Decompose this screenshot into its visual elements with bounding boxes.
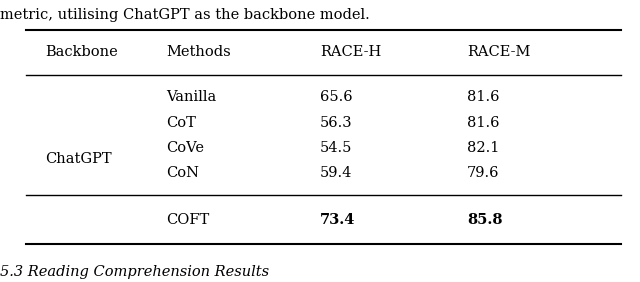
Text: CoN: CoN [166,166,200,180]
Text: 56.3: 56.3 [320,116,353,130]
Text: 65.6: 65.6 [320,90,353,104]
Text: 79.6: 79.6 [467,166,500,180]
Text: 82.1: 82.1 [467,141,500,155]
Text: 85.8: 85.8 [467,213,502,227]
Text: metric, utilising ChatGPT as the backbone model.: metric, utilising ChatGPT as the backbon… [0,8,370,23]
Text: 5.3 Reading Comprehension Results: 5.3 Reading Comprehension Results [0,265,269,279]
Text: 54.5: 54.5 [320,141,353,155]
Text: 73.4: 73.4 [320,213,355,227]
Text: 81.6: 81.6 [467,116,500,130]
Text: 81.6: 81.6 [467,90,500,104]
Text: Backbone: Backbone [45,45,118,59]
Text: 59.4: 59.4 [320,166,353,180]
Text: CoVe: CoVe [166,141,204,155]
Text: CoT: CoT [166,116,196,130]
Text: RACE-M: RACE-M [467,45,531,59]
Text: COFT: COFT [166,213,210,227]
Text: RACE-H: RACE-H [320,45,381,59]
Text: Methods: Methods [166,45,231,59]
Text: ChatGPT: ChatGPT [45,152,111,166]
Text: Vanilla: Vanilla [166,90,217,104]
